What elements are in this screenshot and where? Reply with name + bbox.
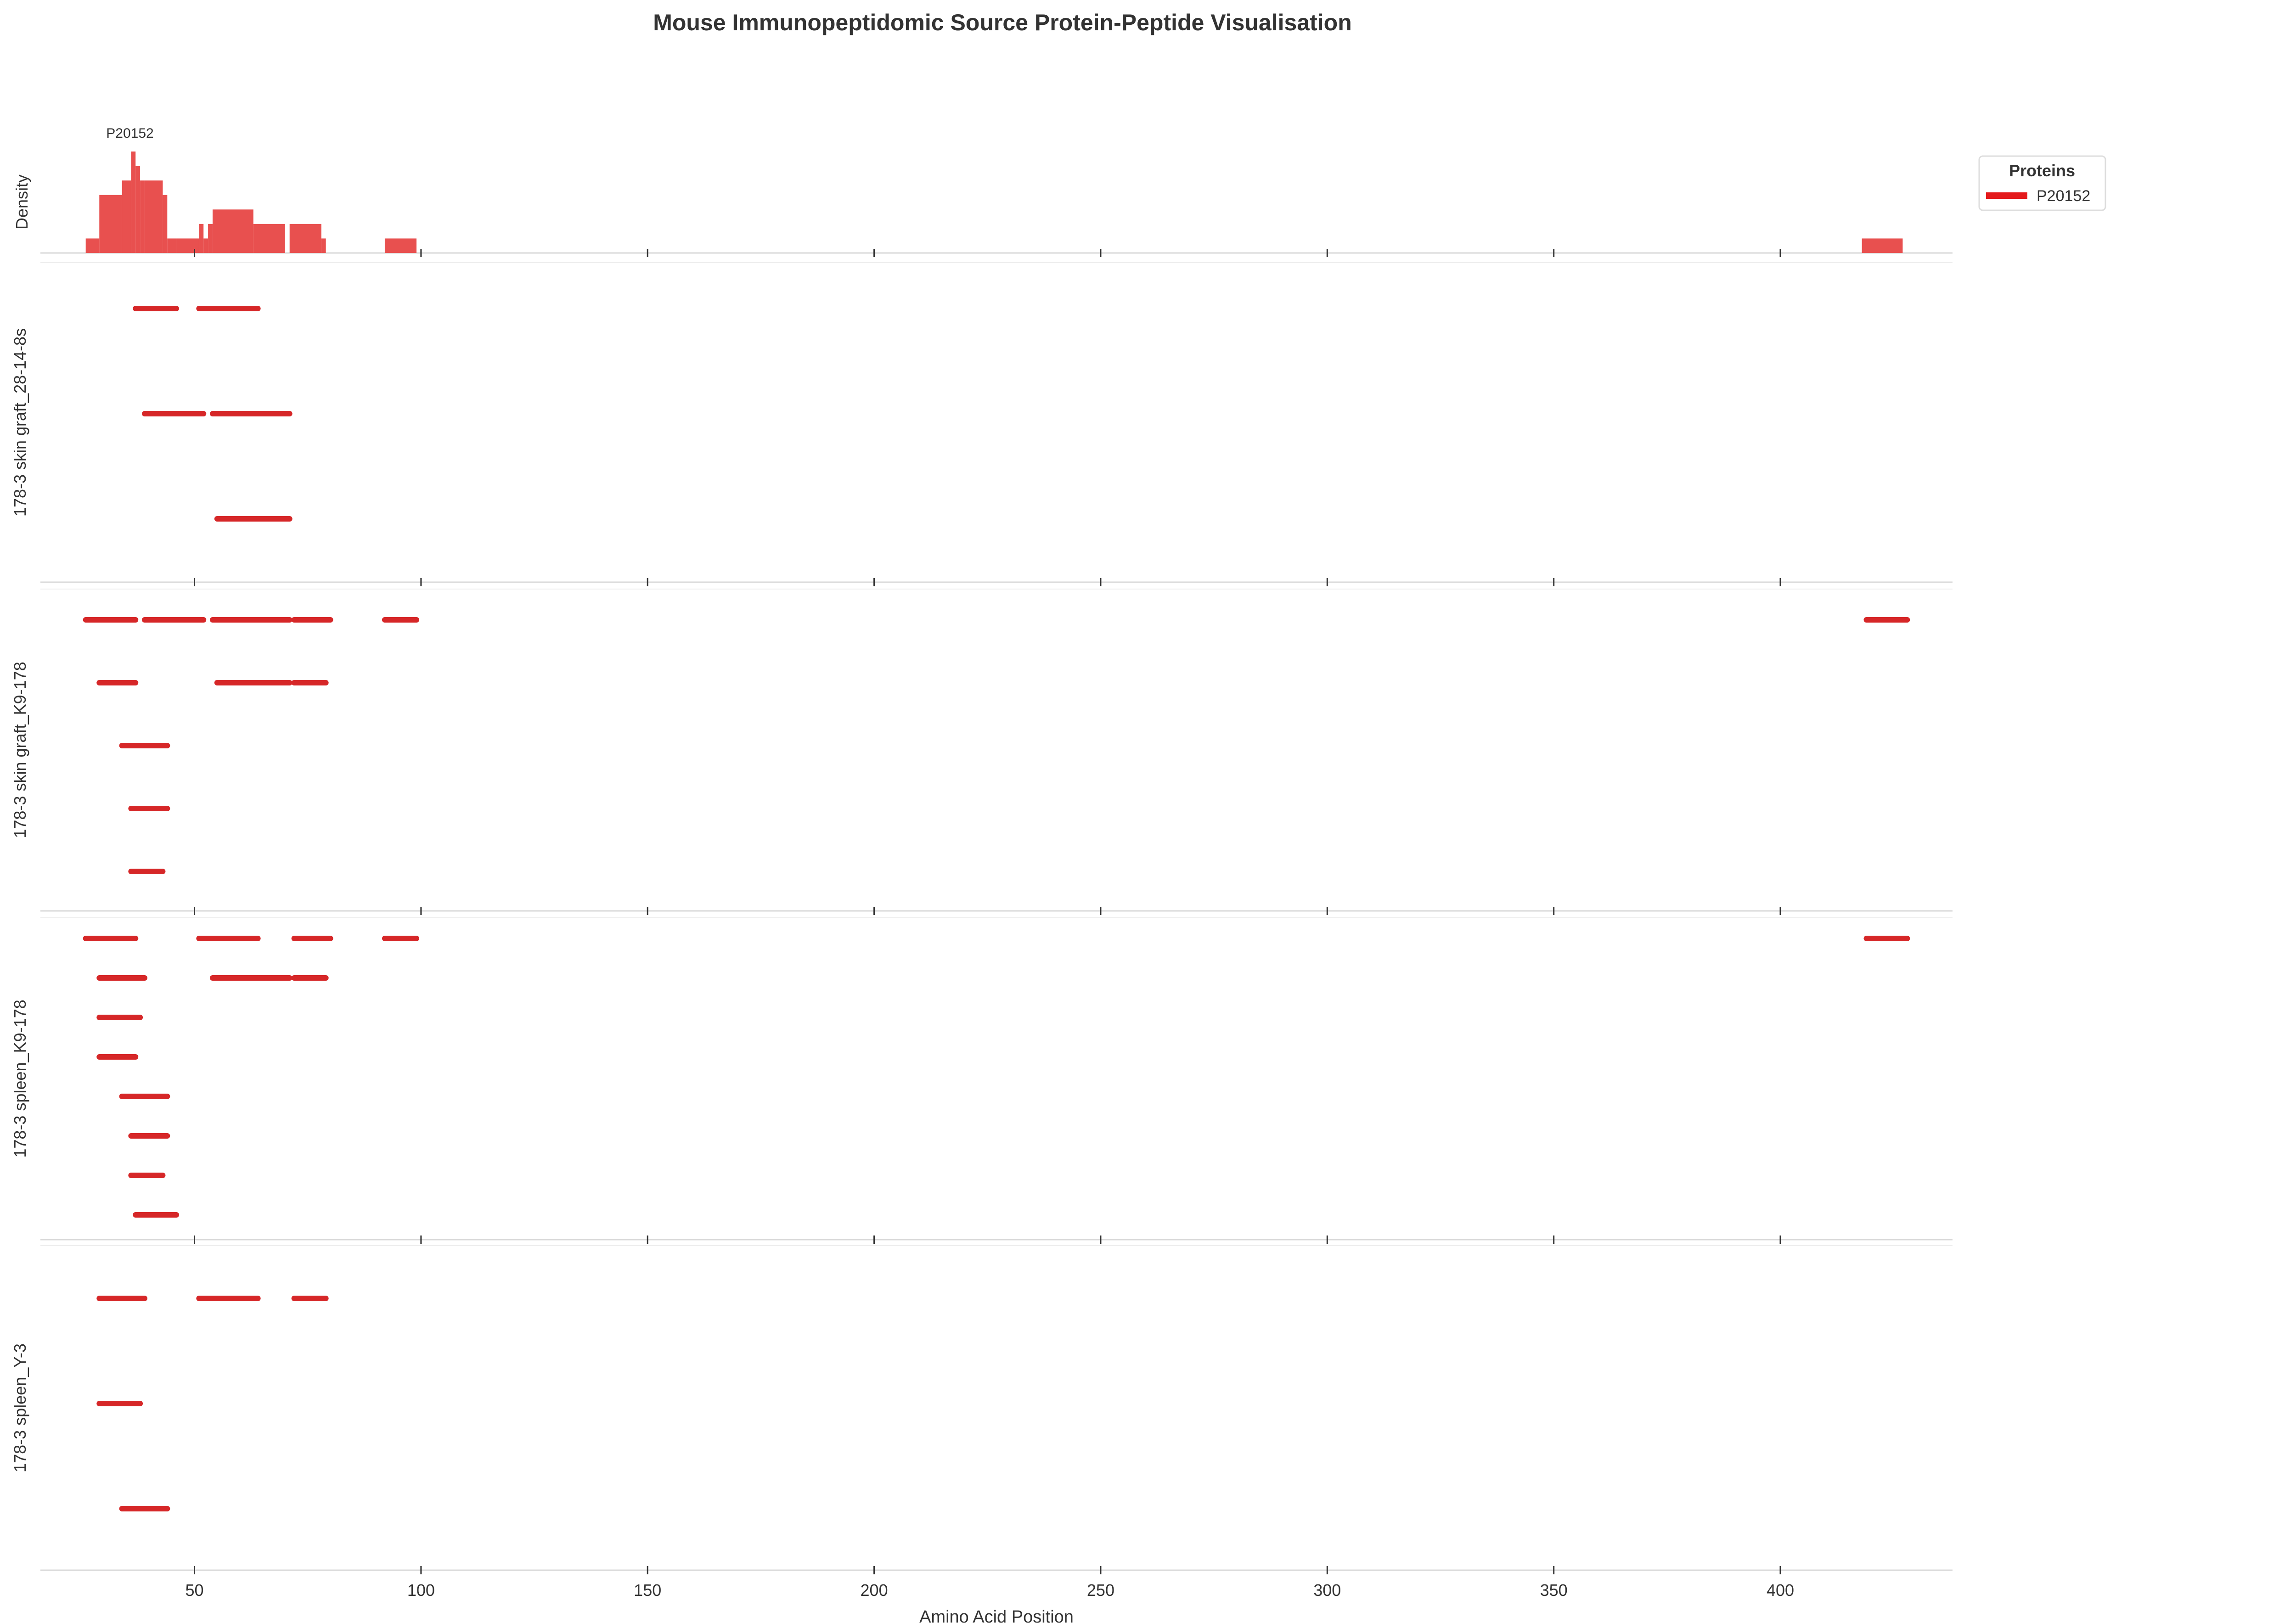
x-tick-label: 250 xyxy=(1087,1581,1114,1600)
panel-label: 178-3 spleen_Y-3 xyxy=(11,1343,29,1472)
x-tick-label: 200 xyxy=(861,1581,888,1600)
peptide-panel: 178-3 skin graft_K9-178 xyxy=(11,589,1953,915)
density-bar xyxy=(289,224,321,253)
x-tick-label: 300 xyxy=(1313,1581,1341,1600)
legend-title: Proteins xyxy=(2009,161,2075,180)
x-tick-label: 100 xyxy=(407,1581,435,1600)
density-bar xyxy=(167,238,177,253)
density-bar xyxy=(135,166,141,253)
density-bar xyxy=(253,224,285,253)
density-peak-label: P20152 xyxy=(106,126,153,141)
legend: Proteins P20152 xyxy=(1978,155,2106,211)
x-axis: Amino Acid Position 50 100 150 200 250 300 350… xyxy=(185,1581,1794,1623)
density-bar xyxy=(199,224,204,253)
peptide-panel: 178-3 spleen_K9-178 xyxy=(11,917,1953,1244)
density-bar xyxy=(85,238,100,253)
density-bar xyxy=(321,238,326,253)
density-bar xyxy=(163,195,168,253)
density-bar xyxy=(144,180,163,253)
density-bar xyxy=(1862,238,1903,253)
density-panel: Density P20152 xyxy=(12,126,1953,257)
density-bar xyxy=(203,238,208,253)
x-tick-label: 400 xyxy=(1767,1581,1794,1600)
panel-label: 178-3 skin graft_28-14-8s xyxy=(11,328,29,517)
peptide-panel: 178-3 skin graft_28-14-8s xyxy=(11,262,1953,586)
x-axis-label: Amino Acid Position xyxy=(919,1607,1074,1623)
density-bar xyxy=(131,152,136,253)
density-bar xyxy=(99,195,122,253)
legend-item-p20152: P20152 xyxy=(2037,187,2090,205)
density-bar xyxy=(208,224,213,253)
density-axis-label: Density xyxy=(12,174,31,230)
density-bar xyxy=(176,238,199,253)
peptide-panel: 178-3 spleen_Y-3 xyxy=(11,1245,1953,1574)
x-tick-label: 350 xyxy=(1540,1581,1568,1600)
density-bars xyxy=(85,152,1903,253)
density-bar xyxy=(122,180,131,253)
peptide-panels: 178-3 skin graft_28-14-8s 178-3 skin graf… xyxy=(11,262,1953,1574)
density-bar xyxy=(212,209,253,253)
panel-label: 178-3 spleen_K9-178 xyxy=(11,1000,29,1157)
x-tick-label: 50 xyxy=(185,1581,203,1600)
chart-title: Mouse Immunopeptidomic Source Protein-Pe… xyxy=(653,10,1352,35)
x-tick-label: 150 xyxy=(634,1581,661,1600)
density-bar xyxy=(140,180,145,253)
density-bar xyxy=(384,238,416,253)
panel-label: 178-3 skin graft_K9-178 xyxy=(11,662,29,838)
